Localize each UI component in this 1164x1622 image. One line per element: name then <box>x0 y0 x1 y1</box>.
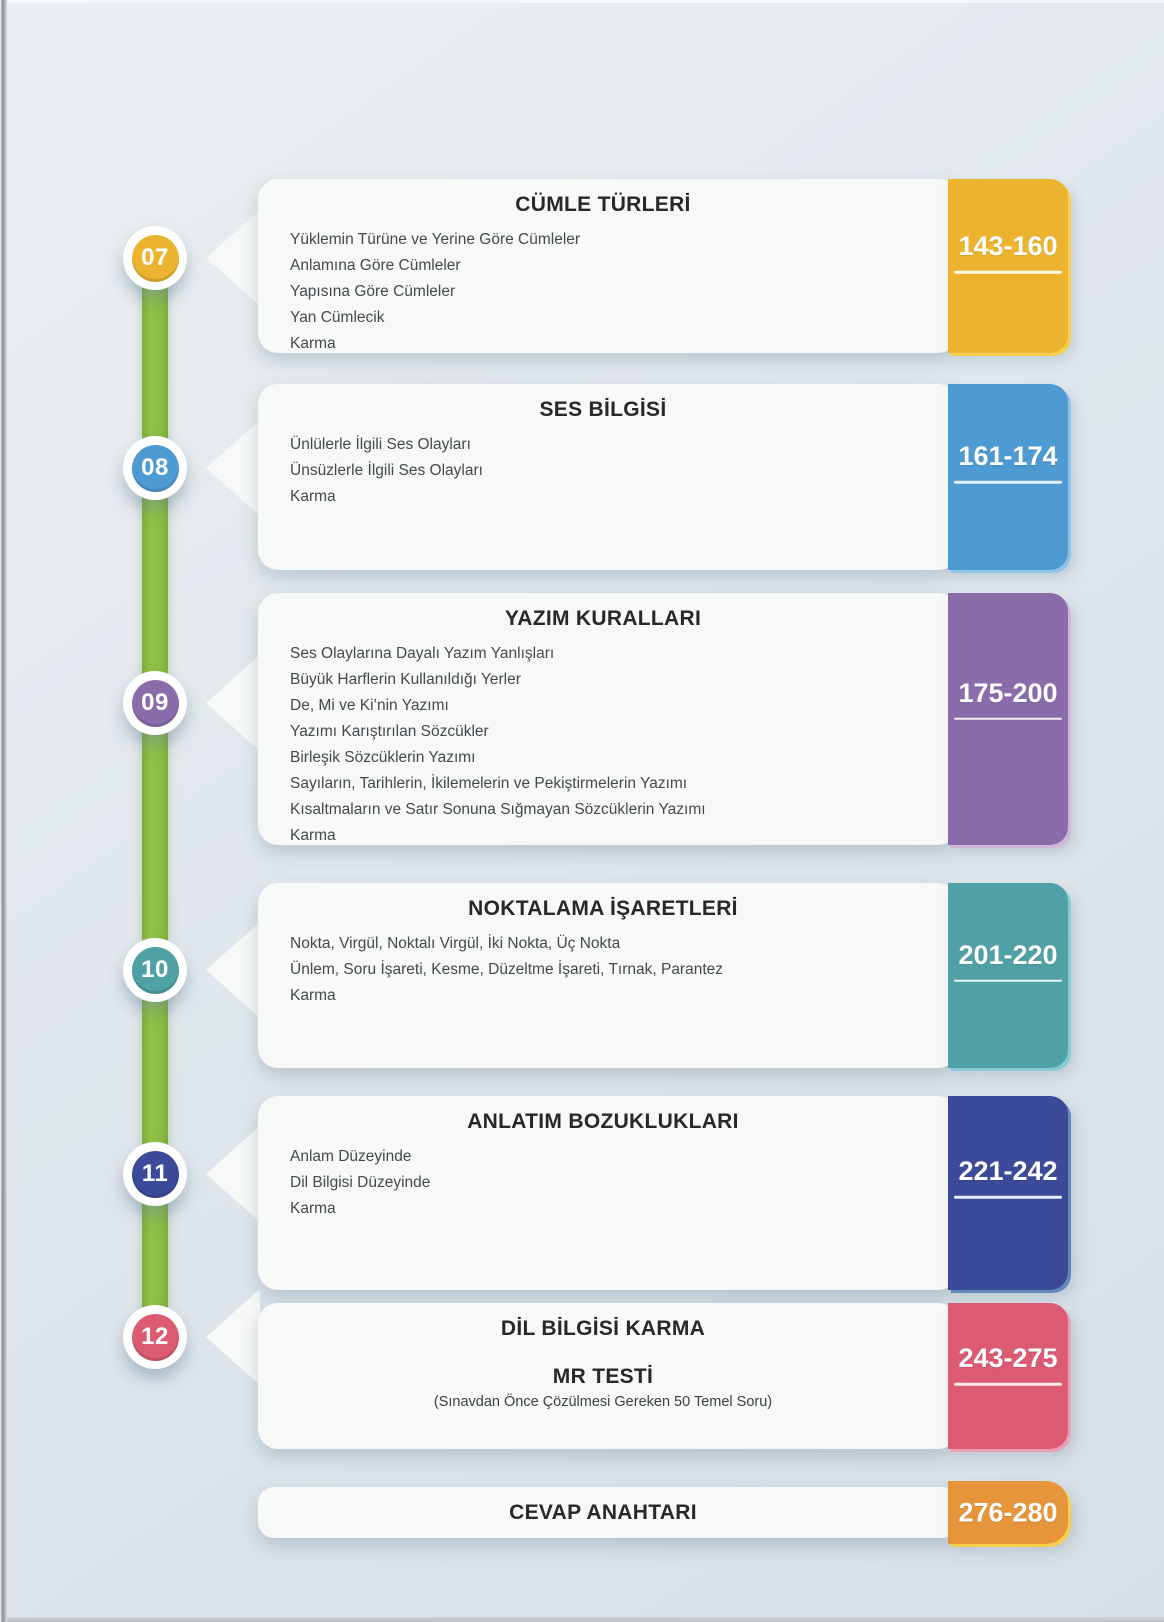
topic-line: Karma <box>290 827 336 844</box>
page-range: 175-200 <box>958 677 1058 708</box>
step-number: 10 <box>141 956 169 983</box>
page-range-tab: 276-280 <box>948 1481 1068 1544</box>
topic-line: Yan Cümlecik <box>290 309 385 326</box>
step-circle-fill: 10 <box>131 946 179 994</box>
topic-line: Dil Bilgisi Düzeyinde <box>290 1174 431 1191</box>
card-tail <box>206 1126 260 1222</box>
topic-line: Anlamına Göre Cümleler <box>290 257 461 274</box>
section-card-anlatim-bozukluklari: ANLATIM BOZUKLUKLARI Anlam Düzeyinde Dil … <box>258 1096 1068 1290</box>
page-range-tab: 161-174 <box>948 384 1068 570</box>
step-circle-08: 08 <box>123 436 187 500</box>
page-edge-top <box>0 0 1164 3</box>
page-range-tab: 175-200 <box>948 593 1068 845</box>
page-range-tab: 221-242 <box>948 1096 1068 1290</box>
page-range: 276-280 <box>958 1497 1058 1527</box>
section-title: CÜMLE TÜRLERİ <box>515 193 691 216</box>
topic-line: Yüklemin Türüne ve Yerine Göre Cümleler <box>290 231 581 248</box>
step-circle-fill: 09 <box>131 679 179 727</box>
topic-line: Büyük Harflerin Kullanıldığı Yerler <box>290 671 521 688</box>
page-range: 201-220 <box>958 939 1058 970</box>
section-subtitle: (Sınavdan Önce Çözülmesi Gereken 50 Teme… <box>433 1394 773 1410</box>
topic-line: Anlam Düzeyinde <box>290 1148 412 1165</box>
page-range: 243-275 <box>958 1343 1058 1374</box>
step-circle-07: 07 <box>123 226 187 290</box>
section-topics: Ünlülerle İlgili Ses Olayları Ünsüzlerle … <box>290 432 958 510</box>
section-card-noktalama-isaretleri: NOKTALAMA İŞARETLERİ Nokta, Virgül, Nokt… <box>258 883 1068 1068</box>
topic-line: Kısaltmaların ve Satır Sonuna Sığmayan S… <box>290 801 706 818</box>
footer-title: CEVAP ANAHTARI <box>509 1500 697 1524</box>
step-number: 08 <box>141 454 169 481</box>
topic-line: Ünlülerle İlgili Ses Olayları <box>290 436 471 453</box>
page-range-tab: 243-275 <box>948 1303 1068 1449</box>
page-range-underline <box>954 480 1062 484</box>
card-tail <box>206 655 260 751</box>
topic-line: Ünlem, Soru İşareti, Kesme, Düzeltme İşa… <box>290 961 724 978</box>
topic-line: Karma <box>290 488 336 505</box>
section-topics: Ses Olaylarına Dayalı Yazım Yanlışları Bü… <box>290 641 958 849</box>
page-range-tab: 201-220 <box>948 883 1068 1068</box>
card-tail <box>206 420 260 516</box>
section-card-cumle-turleri: CÜMLE TÜRLERİ Yüklemin Türüne ve Yerine … <box>258 179 1068 353</box>
section-topics: Anlam Düzeyinde Dil Bilgisi Düzeyinde Karm… <box>290 1144 958 1222</box>
topic-line: Birleşik Sözcüklerin Yazımı <box>290 749 476 766</box>
section-card-yazim-kurallari: YAZIM KURALLARI Ses Olaylarına Dayalı Ya… <box>258 593 1068 845</box>
section-title: ANLATIM BOZUKLUKLARI <box>467 1110 739 1133</box>
section-topics: Nokta, Virgül, Noktalı Virgül, İki Nokta… <box>290 931 958 1009</box>
page-range-underline <box>954 979 1062 982</box>
topic-line: Karma <box>290 987 336 1004</box>
section-title-secondary: MR TESTİ <box>552 1365 654 1388</box>
section-title: SES BİLGİSİ <box>539 398 667 421</box>
topic-line: Karma <box>290 1200 336 1217</box>
step-circle-fill: 07 <box>131 234 179 282</box>
topic-line: Sayıların, Tarihlerin, İkilemelerin ve P… <box>290 775 688 792</box>
topic-line: Yazımı Karıştırılan Sözcükler <box>290 723 489 740</box>
step-circle-fill: 11 <box>131 1150 179 1198</box>
page-edge-bottom <box>0 1617 1164 1622</box>
step-number: 07 <box>141 244 169 271</box>
page-range-underline <box>954 717 1062 721</box>
step-number: 11 <box>141 1160 169 1187</box>
topic-line: Ses Olaylarına Dayalı Yazım Yanlışları <box>290 645 555 662</box>
topic-line: De, Mi ve Ki’nin Yazımı <box>290 697 449 714</box>
step-circle-11: 11 <box>123 1142 187 1206</box>
card-tail <box>206 1289 260 1385</box>
section-title: YAZIM KURALLARI <box>504 607 702 630</box>
section-card-ses-bilgisi: SES BİLGİSİ Ünlülerle İlgili Ses Olaylar… <box>258 384 1068 570</box>
page-range-underline <box>954 1383 1062 1386</box>
topic-line: Karma <box>290 335 336 352</box>
page-range: 221-242 <box>958 1156 1058 1187</box>
step-number: 12 <box>141 1323 169 1350</box>
section-card-cevap-anahtari: CEVAP ANAHTARI 276-280 <box>258 1481 1068 1544</box>
page-range-underline <box>954 270 1062 274</box>
page-range: 161-174 <box>958 440 1058 471</box>
page-range-underline <box>954 1196 1062 1199</box>
topic-line: Ünsüzlerle İlgili Ses Olayları <box>290 462 483 479</box>
topic-line: Yapısına Göre Cümleler <box>290 283 456 300</box>
page-range-tab: 143-160 <box>948 179 1068 353</box>
topic-line: Nokta, Virgül, Noktalı Virgül, İki Nokta… <box>290 935 621 952</box>
card-tail <box>206 922 260 1018</box>
section-title: DİL BİLGİSİ KARMA <box>500 1317 706 1340</box>
card-tail <box>206 210 260 306</box>
section-topics: Yüklemin Türüne ve Yerine Göre Cümleler A… <box>290 227 958 357</box>
step-circle-fill: 08 <box>131 444 179 492</box>
step-circle-10: 10 <box>123 938 187 1002</box>
section-card-dil-bilgisi-karma: DİL BİLGİSİ KARMA MR TESTİ (Sınavdan Önc… <box>258 1303 1068 1449</box>
step-number: 09 <box>141 689 169 716</box>
step-circle-fill: 12 <box>131 1313 179 1361</box>
page-edge-left <box>0 0 7 1622</box>
page-range: 143-160 <box>958 230 1058 261</box>
step-circle-09: 09 <box>123 671 187 735</box>
step-circle-12: 12 <box>123 1305 187 1369</box>
section-title: NOKTALAMA İŞARETLERİ <box>468 897 738 920</box>
